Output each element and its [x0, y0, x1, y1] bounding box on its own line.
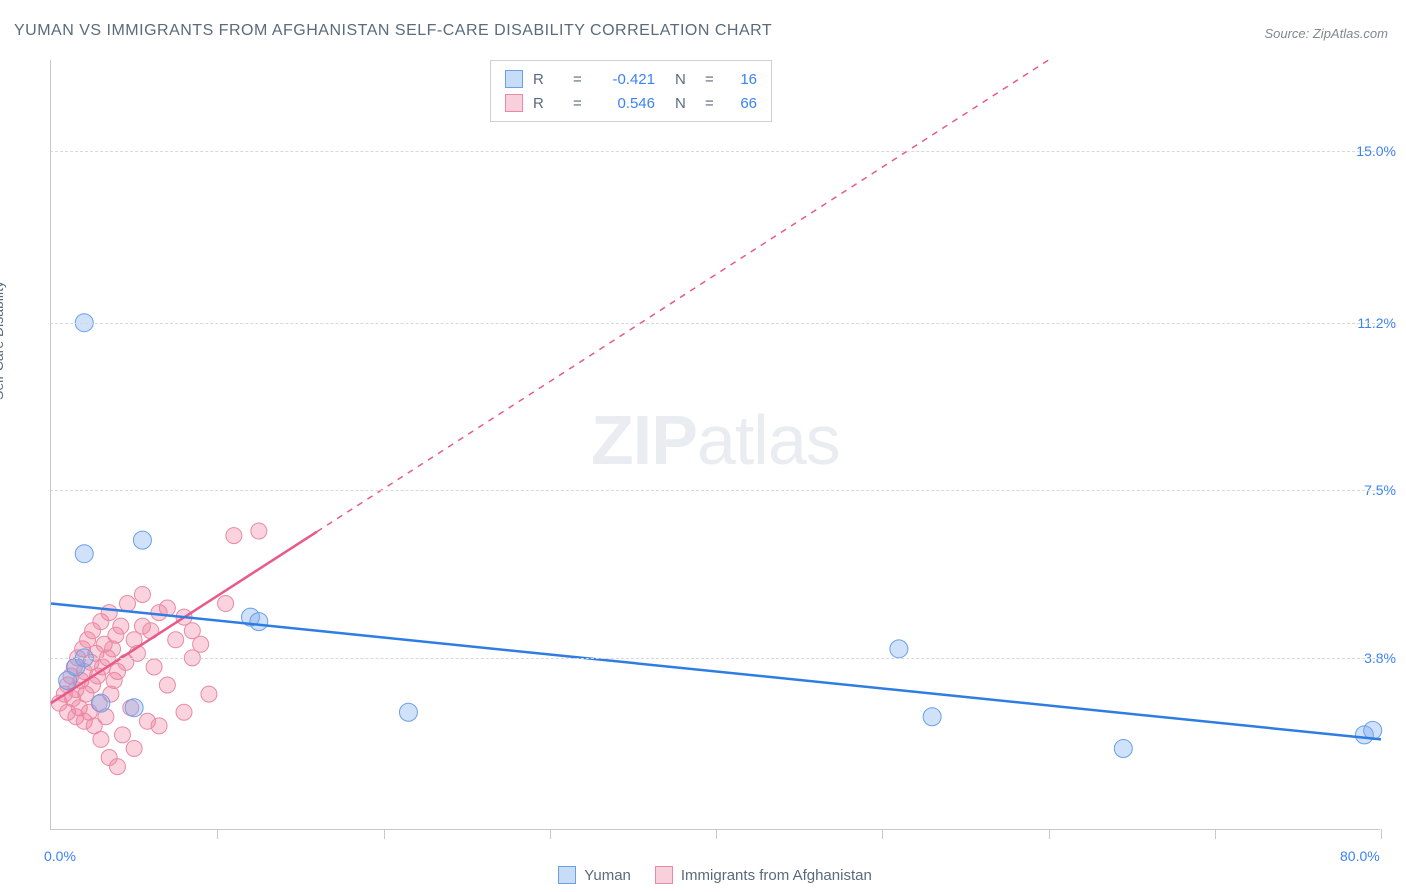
- x-tick: [384, 829, 385, 839]
- data-point-afghan: [201, 686, 217, 702]
- data-point-afghan: [184, 623, 200, 639]
- legend-swatch-afghan: [505, 94, 523, 112]
- legend-label-yuman: Yuman: [584, 867, 631, 884]
- trendline-yuman: [51, 604, 1381, 740]
- x-tick: [217, 829, 218, 839]
- x-tick: [550, 829, 551, 839]
- data-point-afghan: [218, 596, 234, 612]
- data-point-yuman: [133, 531, 151, 549]
- x-tick: [882, 829, 883, 839]
- legend-r-yuman: -0.421: [595, 71, 655, 88]
- chart-title: YUMAN VS IMMIGRANTS FROM AFGHANISTAN SEL…: [14, 22, 772, 40]
- legend-r-label: R: [533, 95, 563, 112]
- data-point-afghan: [126, 740, 142, 756]
- data-point-afghan: [110, 759, 126, 775]
- x-tick-label: 80.0%: [1340, 848, 1380, 864]
- x-tick: [1049, 829, 1050, 839]
- x-tick-label: 0.0%: [44, 848, 76, 864]
- plot-area: ZIPatlas: [50, 60, 1380, 830]
- legend-r-afghan: 0.546: [595, 95, 655, 112]
- legend-eq: =: [705, 71, 717, 88]
- data-point-afghan: [93, 731, 109, 747]
- data-point-afghan: [226, 528, 242, 544]
- gridline: [50, 658, 1380, 659]
- source-attribution: Source: ZipAtlas.com: [1264, 26, 1388, 41]
- source-prefix: Source:: [1264, 26, 1312, 41]
- x-tick: [1381, 829, 1382, 839]
- data-point-afghan: [113, 618, 129, 634]
- data-point-afghan: [101, 605, 117, 621]
- legend-eq: =: [705, 95, 717, 112]
- data-point-afghan: [251, 523, 267, 539]
- gridline: [50, 323, 1380, 324]
- data-point-afghan: [176, 704, 192, 720]
- gridline: [50, 151, 1380, 152]
- gridline: [50, 490, 1380, 491]
- data-point-afghan: [146, 659, 162, 675]
- legend-r-label: R: [533, 71, 563, 88]
- correlation-legend: R = -0.421 N = 16 R = 0.546 N = 66: [490, 60, 772, 122]
- chart-svg: [51, 60, 1381, 830]
- legend-swatch-yuman: [505, 70, 523, 88]
- data-point-yuman: [1114, 739, 1132, 757]
- trendline-ext-afghan: [317, 60, 1049, 532]
- data-point-yuman: [125, 699, 143, 717]
- legend-n-afghan: 66: [727, 95, 757, 112]
- data-point-yuman: [890, 640, 908, 658]
- legend-row-yuman: R = -0.421 N = 16: [505, 67, 757, 91]
- x-tick: [716, 829, 717, 839]
- data-point-yuman: [399, 703, 417, 721]
- data-point-afghan: [114, 727, 130, 743]
- legend-n-label: N: [675, 71, 695, 88]
- data-point-afghan: [119, 596, 135, 612]
- legend-swatch-yuman: [558, 866, 576, 884]
- series-legend: Yuman Immigrants from Afghanistan: [50, 866, 1380, 884]
- data-point-afghan: [159, 677, 175, 693]
- x-tick: [1215, 829, 1216, 839]
- legend-row-afghan: R = 0.546 N = 66: [505, 91, 757, 115]
- legend-label-afghan: Immigrants from Afghanistan: [681, 867, 872, 884]
- legend-n-label: N: [675, 95, 695, 112]
- legend-item-yuman: Yuman: [558, 866, 631, 884]
- legend-eq: =: [573, 95, 585, 112]
- data-point-yuman: [75, 545, 93, 563]
- source-name: ZipAtlas.com: [1313, 26, 1388, 41]
- data-point-yuman: [92, 694, 110, 712]
- data-point-yuman: [923, 708, 941, 726]
- data-point-afghan: [168, 632, 184, 648]
- legend-eq: =: [573, 71, 585, 88]
- legend-n-yuman: 16: [727, 71, 757, 88]
- data-point-yuman: [1364, 721, 1382, 739]
- legend-item-afghan: Immigrants from Afghanistan: [655, 866, 872, 884]
- legend-swatch-afghan: [655, 866, 673, 884]
- data-point-yuman: [250, 613, 268, 631]
- data-point-afghan: [134, 586, 150, 602]
- y-axis-label: Self-Care Disability: [0, 281, 6, 400]
- data-point-afghan: [151, 718, 167, 734]
